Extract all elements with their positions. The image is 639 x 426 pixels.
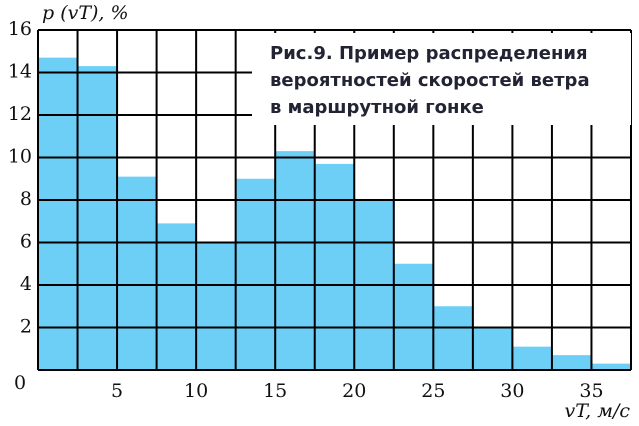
y-tick-label: 14 [8,61,32,83]
bar [393,263,434,370]
x-axis-label: vT, м/с [565,400,631,422]
bar [591,363,631,370]
bar [156,223,197,370]
bar [275,151,315,370]
x-tick-label: 10 [184,380,208,402]
x-tick-label: 30 [500,380,524,402]
chart-title: Рис.9. Пример распределения [270,43,588,64]
bar [117,176,157,370]
y-tick-label: 16 [8,18,32,40]
bar [196,242,236,370]
x-tick-label: 5 [111,380,123,402]
x-tick-label: 20 [342,380,366,402]
bar [38,57,78,370]
y-axis-label: p (vT), % [42,2,129,24]
bar [314,163,355,370]
y-tick-label: 2 [20,316,32,338]
chart-title: в маршрутной гонке [270,97,484,118]
bar [77,66,118,370]
title-box [252,33,631,125]
chart-title: вероятностей скоростей ветра [270,70,590,91]
bar [433,306,473,370]
y-tick-label: 0 [14,372,26,394]
x-tick-label: 25 [421,380,445,402]
y-tick-label: 12 [8,103,32,125]
y-tick-label: 4 [20,273,32,295]
y-tick-label: 10 [8,146,32,168]
bar [472,327,513,370]
y-tick-label: 8 [20,188,32,210]
x-tick-label: 35 [579,380,603,402]
bar [235,178,276,370]
y-tick-label: 6 [20,231,32,253]
x-tick-label: 15 [263,380,287,402]
bar [512,346,552,370]
bar [551,355,592,370]
